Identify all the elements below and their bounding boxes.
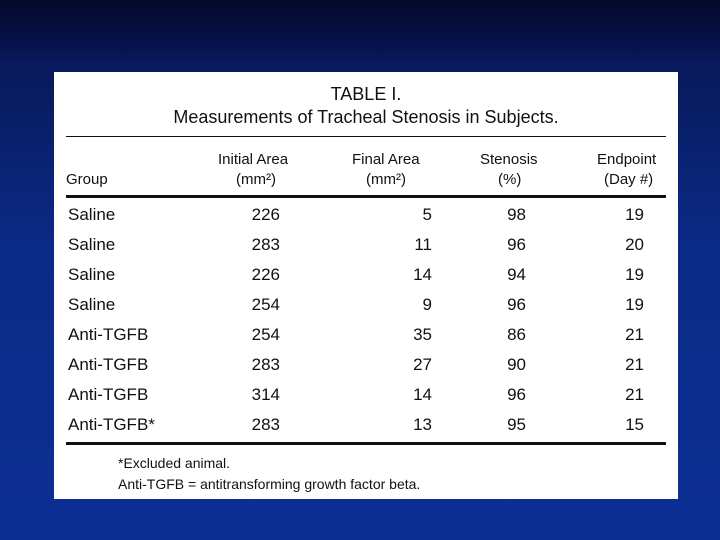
table-row: Anti-TGFB 254 35 86 21	[54, 320, 678, 350]
table-row: Saline 283 11 96 20	[54, 230, 678, 260]
cell-group: Saline	[68, 295, 116, 314]
cell-final-area: 11	[414, 235, 432, 254]
header-top-rule	[66, 136, 666, 137]
cell-final-area: 14	[413, 385, 432, 404]
slide-header-band	[0, 0, 720, 70]
header-group: Group	[66, 171, 108, 188]
cell-endpoint: 21	[625, 325, 644, 344]
cell-endpoint: 21	[625, 355, 644, 374]
header-endpoint: Endpoint	[597, 151, 657, 168]
table-card: TABLE I. Measurements of Tracheal Stenos…	[54, 72, 678, 499]
cell-initial-area: 226	[251, 265, 280, 284]
header-final-area-unit: (mm²)	[366, 171, 406, 188]
table-row: Anti-TGFB 283 27 90 21	[54, 350, 678, 380]
cell-initial-area: 254	[251, 325, 280, 344]
cell-final-area: 27	[413, 355, 432, 374]
cell-stenosis: 96	[507, 235, 526, 254]
cell-stenosis: 94	[507, 265, 526, 284]
cell-stenosis: 95	[507, 415, 526, 434]
cell-initial-area: 226	[251, 205, 280, 224]
cell-endpoint: 19	[625, 265, 644, 284]
table-row: Saline 226 5 98 19	[54, 200, 678, 230]
cell-final-area: 14	[413, 265, 432, 284]
table-subtitle: Measurements of Tracheal Stenosis in Sub…	[173, 107, 559, 127]
cell-group: Saline	[68, 265, 116, 284]
cell-final-area: 5	[422, 205, 432, 224]
cell-group: Anti-TGFB	[68, 325, 149, 344]
cell-final-area: 9	[422, 295, 432, 314]
cell-group: Anti-TGFB	[68, 355, 149, 374]
cell-final-area: 35	[413, 325, 432, 344]
table-row: Saline 226 14 94 19	[54, 260, 678, 290]
footnote-abbreviation: Anti-TGFB = antitransforming growth fact…	[118, 476, 421, 492]
cell-stenosis: 96	[507, 385, 526, 404]
cell-group: Saline	[68, 205, 116, 224]
header-initial-area-unit: (mm²)	[236, 171, 276, 188]
cell-stenosis: 86	[507, 325, 526, 344]
header-final-area: Final Area	[352, 151, 420, 168]
table-bottom-rule	[66, 442, 666, 445]
cell-final-area: 13	[413, 415, 432, 434]
cell-group: Anti-TGFB	[68, 385, 149, 404]
table-row: Anti-TGFB* 283 13 95 15	[54, 410, 678, 440]
table-row: Saline 254 9 96 19	[54, 290, 678, 320]
header-initial-area: Initial Area	[218, 151, 289, 168]
cell-initial-area: 283	[251, 415, 280, 434]
cell-endpoint: 15	[625, 415, 644, 434]
header-endpoint-unit: (Day #)	[604, 171, 654, 188]
table-title: TABLE I.	[330, 84, 402, 104]
cell-endpoint: 20	[625, 235, 644, 254]
cell-group: Saline	[68, 235, 116, 254]
cell-group: Anti-TGFB*	[68, 415, 155, 434]
header-stenosis: Stenosis	[480, 151, 538, 168]
cell-stenosis: 90	[507, 355, 526, 374]
cell-endpoint: 21	[625, 385, 644, 404]
table-row: Anti-TGFB 314 14 96 21	[54, 380, 678, 410]
header-bottom-rule	[66, 195, 666, 198]
footnote-excluded: *Excluded animal.	[118, 455, 231, 471]
cell-initial-area: 314	[251, 385, 280, 404]
cell-initial-area: 283	[251, 235, 280, 254]
cell-stenosis: 96	[507, 295, 526, 314]
header-stenosis-unit: (%)	[498, 171, 522, 188]
cell-initial-area: 283	[251, 355, 280, 374]
cell-endpoint: 19	[625, 205, 644, 224]
cell-stenosis: 98	[507, 205, 526, 224]
cell-initial-area: 254	[251, 295, 280, 314]
cell-endpoint: 19	[625, 295, 644, 314]
